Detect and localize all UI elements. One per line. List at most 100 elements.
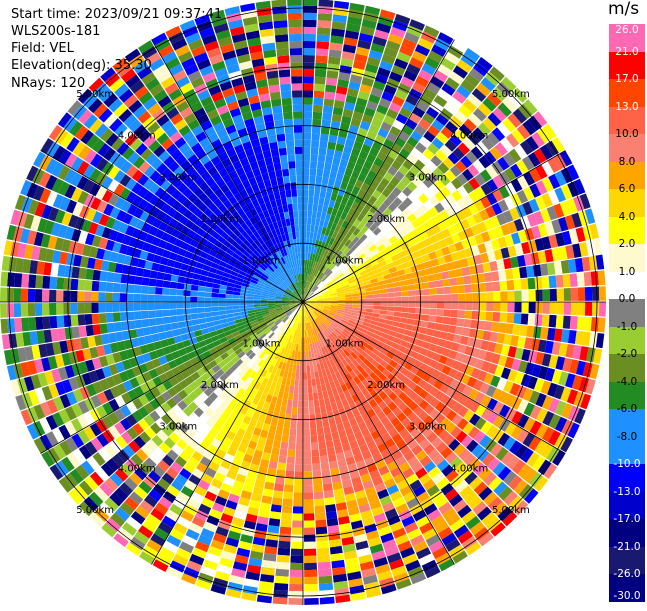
range-gate-cell xyxy=(423,302,430,308)
range-gate-cell xyxy=(273,490,283,498)
range-gate-cell xyxy=(311,218,316,225)
range-gate-cell xyxy=(535,277,543,289)
range-gate-cell xyxy=(70,279,78,291)
range-gate-cell xyxy=(387,311,395,316)
range-gate-cell xyxy=(317,204,323,212)
range-gate-cell xyxy=(312,119,321,127)
range-gate-cell xyxy=(311,147,319,155)
range-gate-cell xyxy=(316,420,323,428)
range-gate-cell xyxy=(317,541,329,549)
range-gate-cell xyxy=(293,393,298,400)
range-gate-cell xyxy=(304,443,311,450)
range-gate-cell xyxy=(394,307,401,312)
range-gate-cell xyxy=(285,478,294,486)
range-gate-cell xyxy=(268,461,277,469)
range-gate-cell xyxy=(283,492,293,500)
range-gate-cell xyxy=(197,297,204,302)
range-gate-cell xyxy=(326,149,334,157)
range-gate-cell xyxy=(304,542,316,549)
range-gate-cell xyxy=(314,77,325,85)
range-gate-cell xyxy=(197,308,204,313)
range-gate-cell xyxy=(127,284,135,293)
range-gate-cell xyxy=(549,315,557,328)
range-gate-cell xyxy=(436,309,444,316)
range-gate-cell xyxy=(472,293,479,302)
range-gate-cell xyxy=(35,275,43,288)
range-gate-cell xyxy=(393,316,401,322)
range-gate-cell xyxy=(274,483,284,491)
range-gate-cell xyxy=(585,302,592,316)
range-gate-cell xyxy=(254,302,261,304)
range-gate-cell xyxy=(317,20,331,28)
range-gate-cell xyxy=(233,306,240,310)
range-gate-cell xyxy=(303,246,306,253)
range-gate-cell xyxy=(176,289,183,295)
range-gate-cell xyxy=(327,518,339,526)
range-gate-cell xyxy=(303,69,314,76)
range-gate-cell xyxy=(308,386,313,393)
range-gate-cell xyxy=(313,105,323,113)
range-gate-cell xyxy=(317,162,324,170)
range-gate-cell xyxy=(435,280,443,288)
range-gate-cell xyxy=(423,295,430,301)
range-gate-cell xyxy=(521,302,528,313)
range-gate-cell xyxy=(283,392,289,400)
range-gate-cell xyxy=(303,83,314,90)
range-gate-cell xyxy=(300,358,303,365)
range-gate-cell xyxy=(42,303,49,316)
range-gate-cell xyxy=(49,303,56,315)
range-gate-cell xyxy=(312,211,317,219)
range-gate-cell xyxy=(185,278,193,285)
range-gate-cell xyxy=(191,314,199,320)
range-gate-cell xyxy=(493,292,500,302)
range-gate-cell xyxy=(330,425,338,433)
range-gate-cell xyxy=(106,282,114,292)
range-gate-cell xyxy=(49,277,57,290)
range-gate-cell xyxy=(288,598,303,605)
range-gate-cell xyxy=(443,309,451,316)
range-gate-cell xyxy=(239,299,246,302)
range-gate-cell xyxy=(276,426,283,434)
range-gate-cell xyxy=(542,276,550,288)
range-gate-cell xyxy=(498,270,506,281)
range-gate-cell xyxy=(549,275,557,288)
range-gate-cell xyxy=(493,312,501,322)
range-gate-cell xyxy=(458,302,465,310)
range-gate-cell xyxy=(274,583,288,591)
range-gate-cell xyxy=(312,386,317,394)
range-gate-cell xyxy=(442,317,450,325)
range-gate-cell xyxy=(274,433,282,441)
range-gate-cell xyxy=(56,277,64,289)
range-gate-cell xyxy=(185,320,193,327)
range-gate-cell xyxy=(327,447,335,455)
range-gate-cell xyxy=(313,112,323,120)
range-gate-cell xyxy=(226,310,233,314)
range-gate-cell xyxy=(528,278,536,290)
range-gate-cell xyxy=(322,419,329,427)
range-gate-cell xyxy=(303,154,310,161)
range-gate-cell xyxy=(205,317,213,323)
range-gate-cell xyxy=(313,98,323,106)
range-gate-cell xyxy=(219,310,227,315)
range-gate-cell xyxy=(304,520,315,527)
range-gate-cell xyxy=(401,285,409,291)
range-gate-cell xyxy=(304,457,312,464)
range-gate-cell xyxy=(426,328,434,336)
range-gate-cell xyxy=(310,428,317,436)
range-gate-cell xyxy=(303,387,307,394)
range-gate-cell xyxy=(536,289,543,301)
range-gate-cell xyxy=(303,351,306,358)
range-gate-cell xyxy=(293,492,303,499)
range-gate-cell xyxy=(512,324,520,335)
range-gate-cell xyxy=(324,163,332,171)
range-gate-cell xyxy=(198,286,206,292)
range-gate-cell xyxy=(308,196,313,203)
range-gate-cell xyxy=(526,326,534,338)
range-gate-cell xyxy=(359,302,366,305)
range-gate-cell xyxy=(320,406,326,414)
range-gate-cell xyxy=(412,325,420,332)
range-gate-cell xyxy=(287,456,295,464)
range-gate-cell xyxy=(442,279,450,287)
range-gate-cell xyxy=(184,284,192,290)
range-gate-cell xyxy=(288,442,295,450)
